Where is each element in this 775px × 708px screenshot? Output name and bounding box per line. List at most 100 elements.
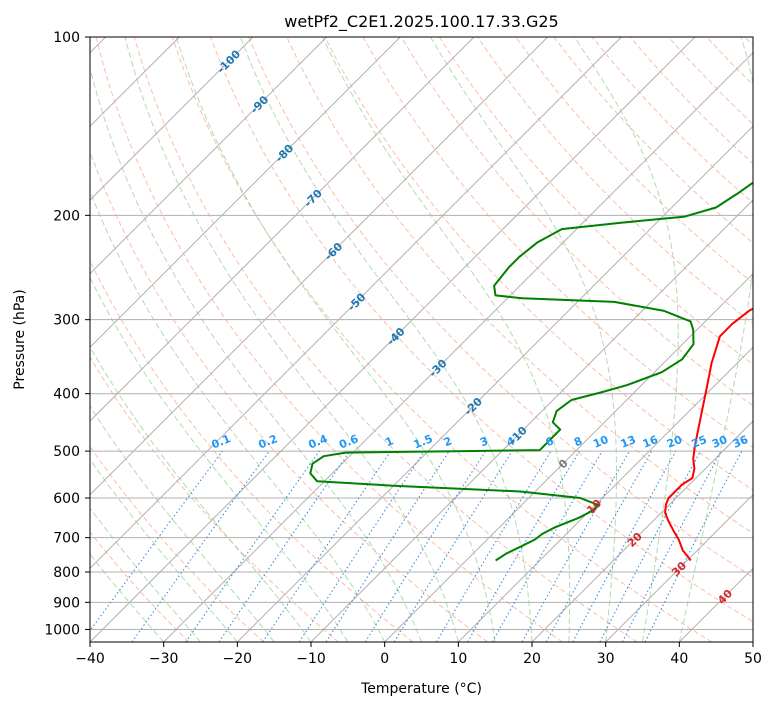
moist-adiabat-line: [574, 37, 679, 642]
background-lines: [90, 37, 753, 642]
isotherm-label: -20: [462, 395, 485, 418]
moist-adiabat-line: [90, 553, 165, 642]
dry-adiabat-line: [744, 37, 753, 47]
dry-adiabat-line: [90, 150, 488, 642]
isotherm-line: [90, 37, 549, 496]
chart-title: wetPf2_C2E1.2025.100.17.33.G25: [284, 12, 558, 32]
mixing-ratio-label: 10: [591, 433, 610, 451]
mixing-ratio-label: 0.1: [210, 432, 233, 451]
isotherm-label: 40: [715, 587, 735, 607]
isotherm-line: [90, 37, 622, 570]
mixing-ratio-label: 3: [478, 434, 490, 449]
plot-frame: [89, 36, 754, 643]
mixing-ratio-line: [325, 450, 450, 642]
mixing-ratio-line: [131, 450, 270, 642]
x-tick-label: 50: [744, 651, 762, 667]
moist-adiabat-line: [124, 37, 459, 642]
moist-adiabat-line: [175, 37, 496, 642]
mixing-ratio-label: 8: [572, 434, 584, 449]
x-axis-ticks: −40 −30 −20 −10 0 10 20 30 40 50: [75, 642, 762, 667]
mixing-ratio-label: 0.4: [306, 432, 329, 451]
dry-adiabat-line: [90, 531, 190, 642]
x-tick-label: −20: [223, 651, 253, 667]
dry-adiabat-line: [95, 37, 563, 642]
dry-adiabat-line: [171, 37, 712, 642]
moist-adiabat-line: [90, 405, 275, 642]
mixing-ratio-line: [467, 450, 580, 642]
y-tick-label: 800: [53, 565, 80, 581]
y-tick-label: 600: [53, 491, 80, 507]
isotherm-line: [752, 641, 753, 642]
mixing-ratio-line: [545, 450, 653, 642]
mixing-ratio-line: [644, 450, 743, 642]
moist-adiabat-line: [430, 37, 617, 642]
moist-adiabat-line: [90, 345, 312, 642]
mixing-ratio-line: [90, 450, 223, 632]
dry-adiabat-line: [90, 356, 339, 642]
dry-adiabat-line: [324, 37, 753, 491]
y-axis-ticks: 100 200 300 400 500 600 700 800 900 1000: [44, 30, 90, 638]
moist-adiabat-line: [90, 458, 238, 642]
mixing-ratio-label: 16: [641, 433, 660, 451]
y-tick-label: 100: [53, 30, 80, 46]
isotherm-label: -30: [426, 357, 449, 380]
dry-adiabat-line: [210, 37, 753, 623]
y-tick-label: 200: [53, 208, 80, 224]
x-tick-label: 20: [523, 651, 541, 667]
isotherm-label: -100: [215, 47, 244, 76]
y-tick-label: 400: [53, 387, 80, 403]
mixing-ratio-label: 13: [619, 433, 638, 451]
x-tick-label: 30: [597, 651, 615, 667]
isotherm-line: [90, 37, 254, 201]
x-tick-label: −40: [75, 651, 105, 667]
y-axis-label: Pressure (hPa): [12, 289, 28, 389]
mixing-ratio-label: 30: [710, 433, 729, 451]
dry-adiabat-line: [90, 445, 264, 642]
data-series: [309, 181, 753, 562]
moist-adiabat-line: [322, 37, 571, 642]
mixing-ratio-label: 36: [731, 433, 750, 451]
mixing-ratio-line: [185, 450, 320, 642]
mixing-ratio-line: [218, 450, 351, 642]
isotherm-line: [457, 346, 753, 642]
contour-labels: 0.1 0.2 0.4 0.6 1 1.5 2 3 4 6 8 10 13 16 20 25 30 36-100-…: [210, 47, 751, 607]
dry-adiabat-line: [90, 259, 414, 642]
dry-adiabat-line: [438, 37, 753, 366]
mixing-ratio-line: [262, 450, 392, 642]
isotherm-line: [310, 199, 753, 642]
x-tick-label: 10: [449, 651, 467, 667]
isotherm-line: [384, 272, 753, 642]
mixing-ratio-label: 1: [383, 434, 395, 449]
y-tick-label: 700: [53, 531, 80, 547]
mixing-ratio-label: 2: [442, 434, 454, 449]
mixing-ratio-line: [572, 450, 677, 642]
temperature-profile-line: [664, 307, 753, 562]
dry-adiabat-line: [133, 37, 638, 642]
x-tick-label: −10: [296, 651, 326, 667]
moist-adiabat-line: [90, 65, 422, 642]
y-tick-label: 900: [53, 595, 80, 611]
moist-adiabat-line: [90, 276, 349, 642]
isotherm-label: -80: [273, 142, 296, 165]
dry-adiabat-line: [248, 37, 753, 578]
isotherm-label: 20: [625, 530, 645, 550]
moist-adiabat-line: [90, 507, 201, 642]
isotherm-line: [163, 51, 753, 642]
y-tick-label: 300: [53, 313, 80, 329]
mixing-ratio-line: [435, 450, 552, 642]
isotherm-line: [531, 420, 753, 642]
moist-adiabat-line: [90, 189, 386, 642]
dewpoint-profile-line: [309, 181, 753, 562]
isotherm-line: [90, 37, 328, 275]
isotherm-label: 30: [669, 559, 689, 579]
isotherm-line: [90, 37, 401, 349]
mixing-ratio-line: [393, 450, 513, 642]
isotherm-line: [605, 493, 753, 642]
dry-adiabat-line: [400, 37, 753, 407]
isotherm-line: [90, 37, 475, 422]
mixing-ratio-label: 20: [665, 433, 684, 451]
isotherm-line: [236, 125, 753, 642]
mixing-ratio-line: [298, 450, 425, 642]
isotherm-label: -60: [322, 240, 345, 263]
